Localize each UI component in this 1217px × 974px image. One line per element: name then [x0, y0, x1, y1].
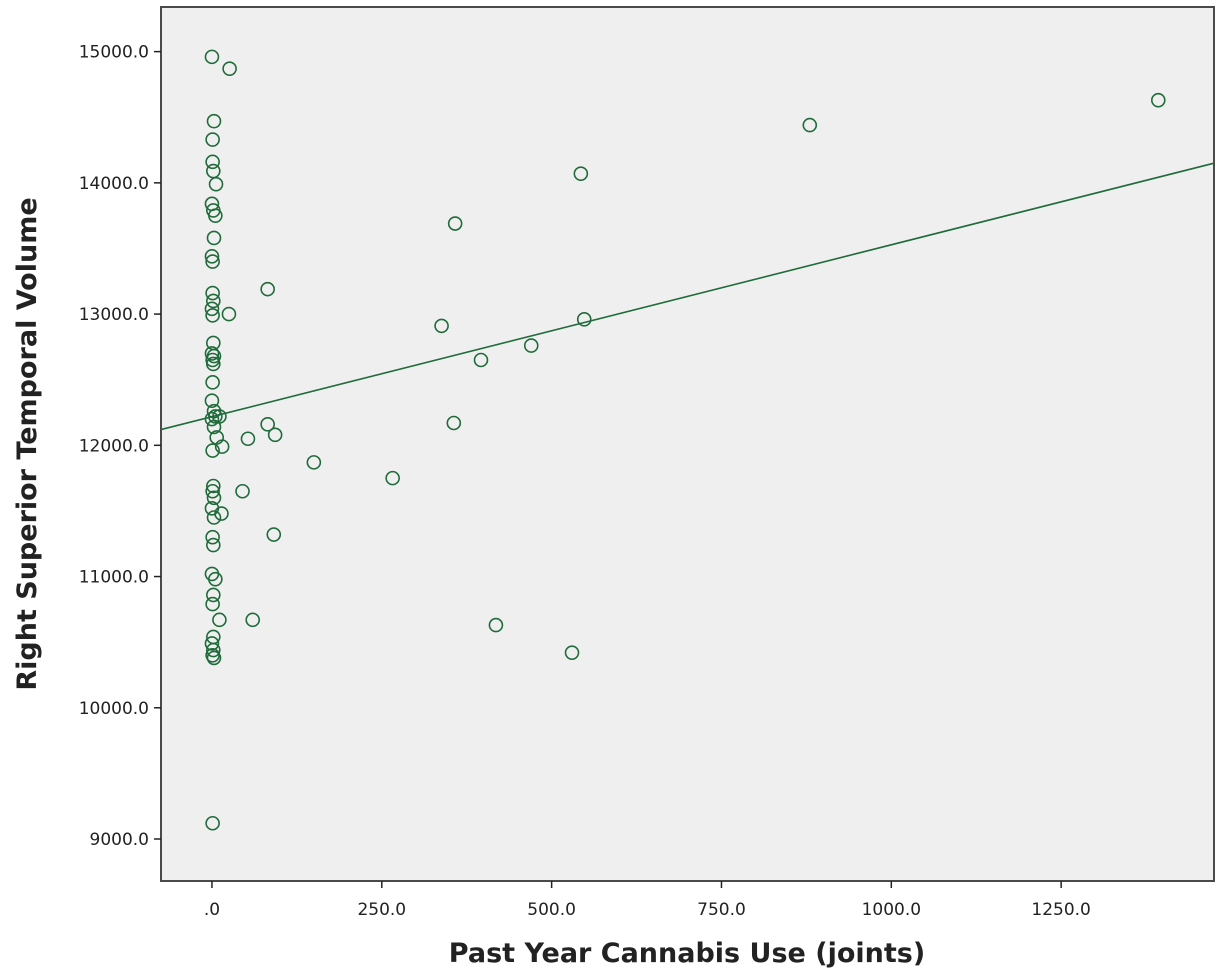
y-tick-label: 13000.0 — [79, 305, 149, 325]
data-point — [206, 230, 222, 246]
data-point — [576, 312, 592, 327]
x-tick-label: 500.0 — [527, 900, 576, 920]
data-point — [204, 249, 220, 264]
data-point — [206, 293, 221, 309]
y-tick-label: 11000.0 — [79, 568, 149, 588]
data-point — [214, 439, 230, 454]
data-point — [260, 281, 275, 297]
x-axis-title: Past Year Cannabis Use (joints) — [449, 938, 925, 969]
points-layer — [204, 49, 1166, 831]
data-point — [245, 612, 261, 628]
data-point — [573, 166, 589, 181]
data-point — [204, 346, 220, 361]
data-point — [473, 352, 489, 368]
data-point — [205, 132, 220, 147]
data-point — [204, 393, 220, 408]
data-point — [208, 571, 223, 587]
data-point — [205, 529, 220, 545]
data-point — [204, 636, 220, 651]
data-point — [564, 645, 580, 660]
data-point — [208, 409, 223, 424]
data-point — [205, 815, 220, 831]
data-point — [206, 419, 222, 435]
data-point — [488, 617, 504, 633]
y-tick-label: 9000.0 — [90, 830, 149, 850]
fit-line-layer — [160, 162, 1215, 431]
x-tick-label: .0 — [204, 900, 220, 920]
data-point — [240, 431, 256, 447]
data-point — [205, 596, 220, 612]
data-point — [306, 455, 322, 470]
data-point — [446, 415, 462, 431]
data-point — [267, 427, 283, 443]
data-point — [434, 318, 449, 334]
data-point — [212, 612, 227, 628]
x-tick-label: 250.0 — [357, 900, 406, 920]
data-point — [235, 483, 250, 499]
x-tick-label: 1250.0 — [1031, 900, 1090, 920]
data-point — [205, 154, 220, 170]
y-axis: 9000.0 10000.0 11000.0 12000.0 13000.0 14000.… — [79, 43, 161, 850]
data-point — [205, 443, 220, 458]
data-point — [206, 642, 221, 658]
data-point — [1150, 92, 1166, 108]
data-point — [260, 417, 275, 432]
data-point — [206, 478, 221, 494]
y-tick-label: 12000.0 — [79, 436, 149, 456]
x-axis: .0 250.0 500.0 750.0 1000.0 1250.0 — [204, 881, 1091, 920]
data-point — [204, 301, 220, 317]
y-tick-label: 15000.0 — [79, 43, 149, 63]
data-point — [208, 208, 223, 223]
data-point — [221, 306, 237, 322]
data-point — [266, 527, 282, 542]
data-point — [206, 537, 221, 553]
data-point — [206, 113, 222, 129]
data-point — [447, 216, 463, 231]
data-point — [206, 356, 221, 372]
data-point — [205, 285, 220, 301]
y-axis-title: Right Superior Temporal Volume — [12, 197, 43, 690]
data-point — [208, 176, 224, 192]
data-point — [204, 49, 220, 65]
data-point — [523, 338, 539, 353]
data-point — [205, 375, 220, 390]
y-tick-label: 14000.0 — [79, 174, 149, 194]
data-point — [205, 254, 220, 269]
data-point — [204, 411, 220, 427]
data-point — [206, 650, 222, 666]
data-point — [802, 117, 818, 133]
x-tick-label: 750.0 — [697, 900, 746, 920]
data-point — [214, 506, 229, 521]
x-tick-label: 1000.0 — [862, 900, 921, 920]
data-point — [206, 403, 222, 419]
data-point — [205, 308, 220, 323]
data-point — [222, 61, 237, 76]
y-tick-label: 10000.0 — [79, 699, 149, 719]
data-point — [206, 510, 222, 525]
data-point — [206, 587, 221, 603]
data-point — [205, 483, 220, 499]
data-point — [385, 470, 400, 486]
plot-area — [160, 6, 1215, 882]
regression-line — [160, 162, 1215, 431]
data-point — [206, 490, 222, 506]
